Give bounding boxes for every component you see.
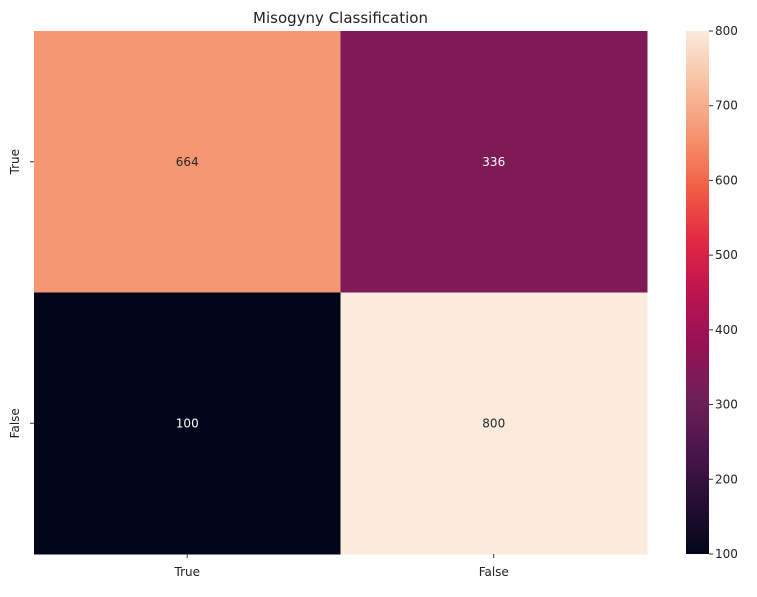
cell-value-label: 800 <box>482 416 505 430</box>
x-axis: True False <box>174 554 509 579</box>
cell-value-labels: 664 336 100 800 <box>176 155 505 431</box>
y-tick-label: True <box>8 149 22 176</box>
colorbar-tick-label: 600 <box>715 173 738 187</box>
colorbar-gradient <box>686 31 709 554</box>
y-axis: True False <box>8 149 34 438</box>
cell-value-label: 664 <box>176 155 199 169</box>
colorbar-tick-label: 400 <box>715 323 738 337</box>
heatmap-cell <box>34 292 341 555</box>
cell-value-label: 336 <box>482 155 505 169</box>
colorbar-tick-label: 700 <box>715 99 738 113</box>
colorbar-tick-label: 800 <box>715 24 738 38</box>
colorbar-tick-label: 500 <box>715 248 738 262</box>
cell-value-label: 100 <box>176 416 199 430</box>
chart-title: Misogyny Classification <box>253 9 428 27</box>
colorbar: 100 200 300 400 500 600 700 800 <box>686 24 738 561</box>
y-tick-label: False <box>8 408 22 438</box>
colorbar-tick-label: 200 <box>715 472 738 486</box>
heatmap-cell <box>340 31 648 293</box>
colorbar-tick-label: 100 <box>715 547 738 561</box>
heatmap-cell <box>34 31 341 293</box>
x-tick-label: True <box>174 565 201 579</box>
heatmap-cells <box>34 31 648 555</box>
colorbar-tick-label: 300 <box>715 398 738 412</box>
x-tick-label: False <box>479 565 509 579</box>
heatmap-cell <box>340 292 648 555</box>
